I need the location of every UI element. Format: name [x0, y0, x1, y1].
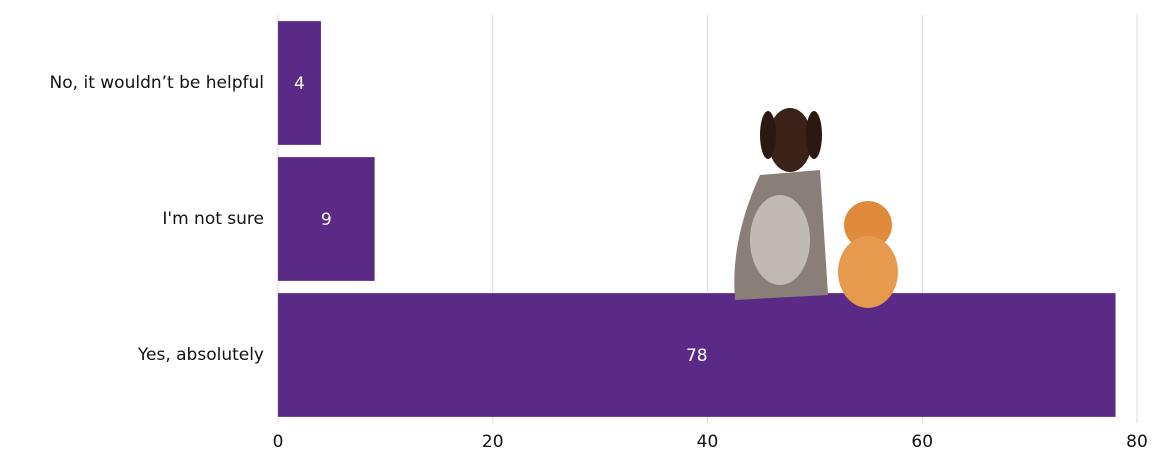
x-tick-label: 40: [697, 432, 719, 452]
y-tick-label: No, it wouldn’t be helpful: [50, 73, 264, 93]
bar: [278, 293, 1116, 417]
y-tick-label: Yes, absolutely: [137, 345, 264, 365]
x-tick-label: 0: [273, 432, 284, 452]
x-tick-label: 20: [482, 432, 504, 452]
y-tick-label: I'm not sure: [162, 209, 264, 229]
x-tick-label: 80: [1126, 432, 1148, 452]
pet-illustration: [734, 108, 898, 308]
value-label: 9: [321, 210, 332, 230]
value-label: 4: [294, 74, 305, 94]
x-tick-label: 60: [911, 432, 933, 452]
bar: [278, 21, 321, 145]
value-label: 78: [686, 346, 708, 366]
bar: [278, 157, 375, 281]
